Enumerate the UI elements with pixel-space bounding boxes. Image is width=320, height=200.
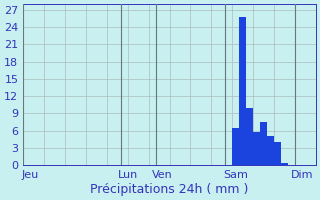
Bar: [239, 17, 246, 165]
Bar: [281, 163, 288, 165]
Bar: [274, 142, 281, 165]
X-axis label: Précipitations 24h ( mm ): Précipitations 24h ( mm ): [90, 183, 249, 196]
Bar: [253, 132, 260, 165]
Bar: [246, 108, 253, 165]
Bar: [232, 128, 239, 165]
Bar: [260, 122, 267, 165]
Bar: [267, 136, 274, 165]
